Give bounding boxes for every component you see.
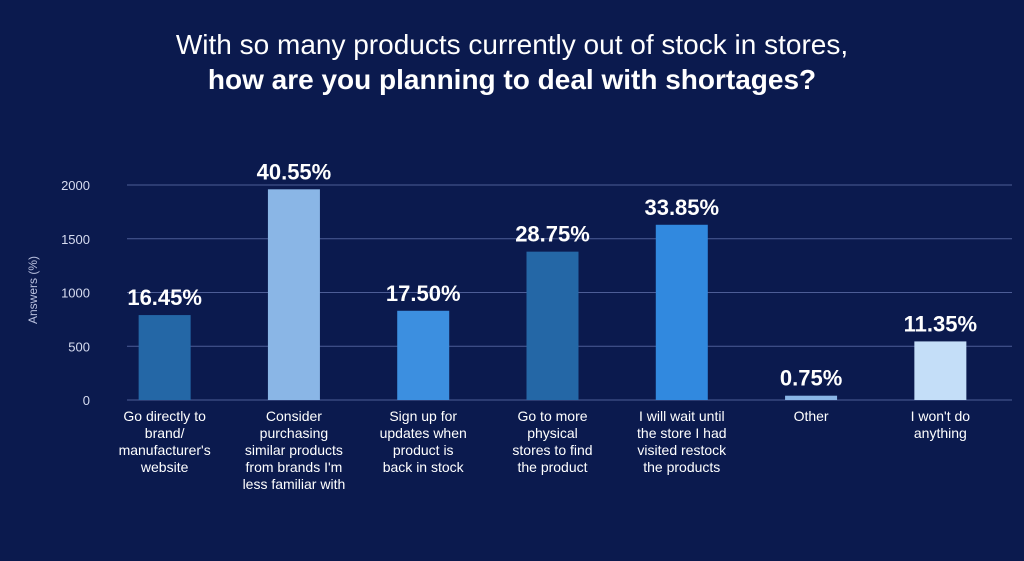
category-label: Go directly to brand/manufacturer's websit… <box>119 408 211 475</box>
y-tick-label: 0 <box>83 393 90 408</box>
data-label: 40.55% <box>257 159 332 184</box>
category-label: I won't do anything <box>911 408 971 441</box>
data-labels: 16.45% 40.55% 17.50% 28.75% 33.85% 0.75% 11.35… <box>127 159 977 390</box>
y-tick-label: 500 <box>68 339 90 354</box>
bar <box>914 341 967 400</box>
y-tick-label: 1000 <box>61 286 90 301</box>
y-axis-ticks: 0 500 1000 1500 2000 <box>61 178 90 408</box>
data-label: 0.75% <box>780 366 842 391</box>
y-tick-label: 1500 <box>61 232 90 247</box>
y-axis-label: Answers (%) <box>26 256 40 324</box>
data-label: 28.75% <box>515 222 590 247</box>
chart-title-line-1: With so many products currently out of s… <box>175 29 849 60</box>
bar <box>526 251 579 400</box>
category-label: Consider purchasing similar products from b… <box>243 408 346 492</box>
bar <box>655 224 708 400</box>
bar <box>267 189 320 400</box>
y-tick-label: 2000 <box>61 178 90 193</box>
data-label: 11.35% <box>904 311 977 336</box>
chart-title: With so many products currently out of s… <box>0 28 1024 98</box>
category-label: Other <box>794 408 829 424</box>
category-labels: Go directly to brand/manufacturer's websit… <box>119 408 971 492</box>
bar <box>138 315 191 400</box>
bar <box>397 310 450 400</box>
chart-title-line-2: how are you planning to deal with shorta… <box>207 64 817 95</box>
data-label: 17.50% <box>386 281 461 306</box>
category-label: Sign up for updates when product is back in… <box>380 408 467 475</box>
data-label: 33.85% <box>644 195 719 220</box>
bars <box>138 189 967 400</box>
category-label: Go to more physical stores to find the prod… <box>512 408 592 475</box>
bar <box>785 395 838 400</box>
category-label: I will wait until the store I had visited … <box>637 408 727 475</box>
data-label: 16.45% <box>127 285 202 310</box>
